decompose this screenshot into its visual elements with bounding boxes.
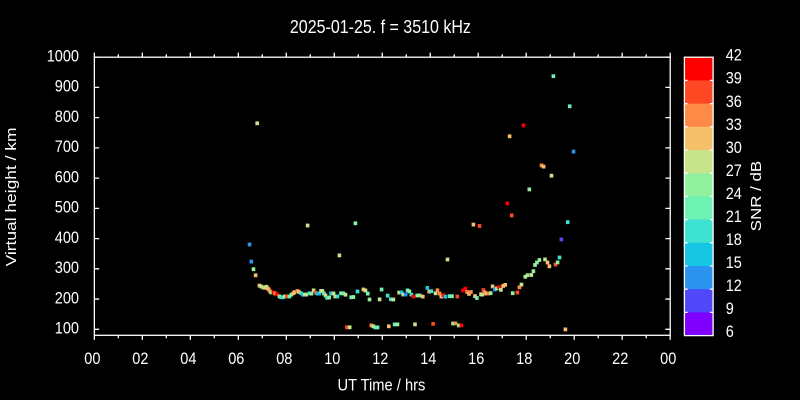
svg-text:02: 02 bbox=[132, 350, 148, 368]
svg-text:33: 33 bbox=[726, 116, 742, 134]
svg-text:12: 12 bbox=[726, 277, 742, 295]
svg-text:800: 800 bbox=[55, 108, 80, 126]
svg-text:2025-01-25. f = 3510 kHz: 2025-01-25. f = 3510 kHz bbox=[290, 16, 471, 37]
svg-text:16: 16 bbox=[468, 350, 484, 368]
svg-text:18: 18 bbox=[516, 350, 532, 368]
svg-text:10: 10 bbox=[324, 350, 340, 368]
svg-text:08: 08 bbox=[276, 350, 292, 368]
svg-text:12: 12 bbox=[372, 350, 388, 368]
svg-text:900: 900 bbox=[55, 78, 80, 96]
svg-text:18: 18 bbox=[726, 231, 742, 249]
svg-text:700: 700 bbox=[55, 138, 80, 156]
svg-text:14: 14 bbox=[420, 350, 436, 368]
svg-text:00: 00 bbox=[84, 350, 100, 368]
svg-text:20: 20 bbox=[564, 350, 580, 368]
svg-text:42: 42 bbox=[726, 47, 742, 65]
svg-text:300: 300 bbox=[55, 259, 80, 277]
svg-text:SNR / dB: SNR / dB bbox=[749, 161, 765, 231]
svg-text:39: 39 bbox=[726, 70, 742, 88]
svg-text:500: 500 bbox=[55, 199, 80, 217]
svg-text:9: 9 bbox=[726, 300, 734, 318]
svg-text:21: 21 bbox=[726, 208, 742, 226]
svg-text:15: 15 bbox=[726, 254, 742, 272]
svg-text:100: 100 bbox=[55, 320, 80, 338]
svg-text:30: 30 bbox=[726, 139, 742, 157]
svg-text:400: 400 bbox=[55, 229, 80, 247]
svg-text:22: 22 bbox=[612, 350, 628, 368]
svg-text:Virtual height / km: Virtual height / km bbox=[3, 128, 20, 267]
svg-text:24: 24 bbox=[726, 185, 742, 203]
svg-text:00: 00 bbox=[660, 350, 676, 368]
svg-text:27: 27 bbox=[726, 162, 742, 180]
svg-text:04: 04 bbox=[180, 350, 196, 368]
svg-text:UT Time / hrs: UT Time / hrs bbox=[337, 377, 425, 395]
svg-text:1000: 1000 bbox=[47, 48, 80, 66]
svg-text:600: 600 bbox=[55, 169, 80, 187]
svg-text:06: 06 bbox=[228, 350, 244, 368]
svg-text:200: 200 bbox=[55, 289, 80, 307]
svg-text:36: 36 bbox=[726, 93, 742, 111]
svg-text:6: 6 bbox=[726, 323, 734, 341]
